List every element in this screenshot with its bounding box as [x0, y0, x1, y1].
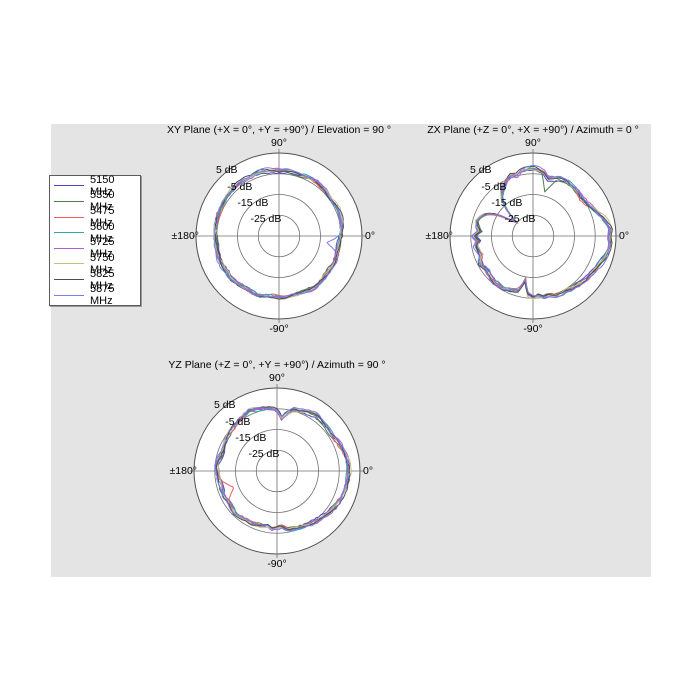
legend-item-5150-mhz: 5150 MHz	[50, 174, 140, 198]
legend-label: 5600 MHz	[90, 220, 115, 245]
xy-plane-angle-label-0: 0°	[365, 230, 376, 242]
trace-5750-mhz	[217, 405, 352, 530]
trace-5875-mhz	[470, 164, 610, 299]
xy-plane-polar-chart	[192, 149, 366, 323]
xy-plane-ring-label--5dB: -5 dB	[227, 180, 253, 193]
legend-line-swatch	[54, 294, 84, 296]
trace-5875-mhz	[214, 406, 349, 532]
zx-plane-angle-label-90: 90°	[525, 137, 541, 149]
xy-plane-angle-label-90: 90°	[271, 137, 287, 149]
legend-line-swatch	[54, 279, 84, 281]
yz-plane-title: YZ Plane (+Z = 0°, +Y = +90°) / Azimuth …	[168, 359, 386, 371]
yz-plane-polar-chart	[190, 384, 364, 558]
zx-plane-angle-label-0: 0°	[619, 230, 630, 242]
xy-plane-ring-label-5dB: 5 dB	[215, 164, 238, 177]
yz-plane-ring-label--25dB: -25 dB	[248, 447, 280, 460]
zx-plane-ring-label--15dB: -15 dB	[491, 196, 523, 209]
frequency-legend: 5150 MHz 5350 MHz 5475 MHz 5600 MHz 5725 MHz…	[49, 174, 141, 307]
yz-plane-angle-label-minus90: -90°	[267, 558, 287, 570]
xy-plane-ring-label--25dB: -25 dB	[250, 212, 282, 225]
legend-line-swatch	[54, 185, 84, 187]
xy-plane-ring-label--15dB: -15 dB	[237, 196, 269, 209]
legend-label: 5725 MHz	[90, 236, 115, 261]
legend-item-5750-mhz: 5750 MHz	[50, 252, 140, 276]
zx-plane-ring-label-5dB: 5 dB	[469, 164, 492, 177]
yz-plane-ring-label--15dB: -15 dB	[235, 431, 267, 444]
legend-item-5825-mhz: 5825 MHz	[50, 268, 140, 292]
trace-5825-mhz	[474, 165, 613, 298]
legend-label: 5475 MHz	[90, 205, 115, 230]
legend-line-swatch	[54, 200, 84, 202]
xy-plane-title: XY Plane (+X = 0°, +Y = +90°) / Elevatio…	[166, 124, 392, 136]
legend-item-5475-mhz: 5475 MHz	[50, 205, 140, 229]
zx-plane-ring-label--5dB: -5 dB	[481, 180, 507, 193]
legend-line-swatch	[54, 247, 84, 249]
legend-label: 5150 MHz	[90, 173, 115, 198]
xy-plane-angle-label-minus90: -90°	[269, 323, 289, 335]
legend-label: 5750 MHz	[90, 251, 115, 276]
zx-plane-angle-label-180: ±180°	[425, 230, 453, 242]
legend-item-5350-mhz: 5350 MHz	[50, 189, 140, 213]
legend-line-swatch	[54, 216, 84, 218]
yz-plane-ring-label-5dB: 5 dB	[213, 399, 236, 412]
legend-item-5600-mhz: 5600 MHz	[50, 221, 140, 245]
legend-label: 5875 MHz	[90, 283, 115, 308]
legend-item-5875-mhz: 5875 MHz	[50, 283, 140, 307]
zx-plane-title: ZX Plane (+Z = 0°, +X = +90°) / Azimuth …	[427, 124, 639, 136]
zx-plane-ring-label--25dB: -25 dB	[504, 212, 536, 225]
yz-plane-angle-label-90: 90°	[269, 372, 285, 384]
yz-plane-angle-label-0: 0°	[363, 465, 374, 477]
legend-label: 5825 MHz	[90, 267, 115, 292]
trace-5875-mhz	[213, 167, 343, 298]
yz-plane-angle-label-180: ±180°	[169, 465, 197, 477]
legend-item-5725-mhz: 5725 MHz	[50, 236, 140, 260]
legend-line-swatch	[54, 232, 84, 234]
zx-plane-polar-chart	[446, 149, 620, 323]
zx-plane-angle-label-minus90: -90°	[523, 323, 543, 335]
trace-5725-mhz	[215, 408, 351, 532]
legend-line-swatch	[54, 263, 84, 265]
yz-plane-ring-label--5dB: -5 dB	[225, 415, 251, 428]
xy-plane-angle-label-180: ±180°	[171, 230, 199, 242]
legend-label: 5350 MHz	[90, 189, 115, 214]
